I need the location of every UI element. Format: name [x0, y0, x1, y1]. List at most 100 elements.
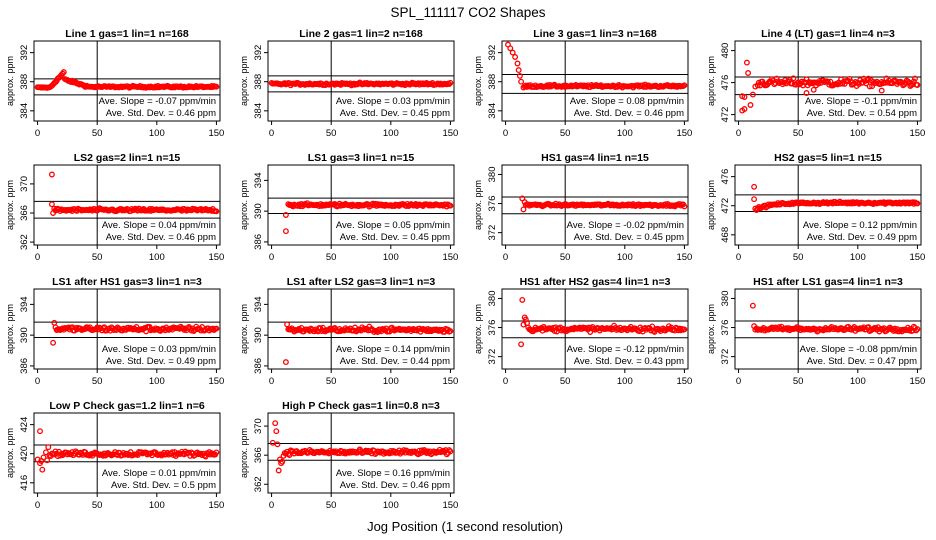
x-tick-label: 50 [793, 128, 804, 139]
x-tick-label: 0 [35, 252, 40, 263]
x-tick-label: 100 [850, 128, 866, 139]
data-point [275, 442, 280, 447]
panel-title: LS1 gas=3 lin=1 n=15 [308, 152, 415, 164]
y-axis-label: approx. ppm [5, 180, 15, 230]
y-tick-label: 386 [19, 358, 30, 374]
y-tick-label: 376 [487, 320, 498, 336]
y-tick-label: 366 [19, 205, 30, 221]
x-tick-label: 50 [92, 252, 103, 263]
slope-annotation: Ave. Slope = 0.08 ppm/min [570, 96, 684, 107]
x-tick-label: 0 [736, 252, 741, 263]
x-tick-label: 50 [326, 128, 337, 139]
x-tick-label: 0 [503, 376, 508, 387]
panel-title: HS1 after HS2 gas=4 lin=1 n=3 [520, 276, 671, 288]
y-tick-label: 392 [253, 45, 264, 61]
x-tick-label: 0 [269, 128, 274, 139]
figure-canvas: SPL_111117 CO2 Shapes Line 1 gas=1 lin=1… [0, 0, 936, 540]
slope-annotation: Ave. Slope = 0.05 ppm/min [336, 220, 450, 231]
panel-title: LS2 gas=2 lin=1 n=15 [74, 152, 181, 164]
x-tick-label: 150 [442, 252, 458, 263]
x-tick-label: 50 [560, 376, 571, 387]
y-tick-label: 372 [720, 349, 731, 365]
x-tick-label: 50 [92, 128, 103, 139]
data-point [51, 341, 56, 346]
panel: LS1 gas=3 lin=1 n=15approx. ppm0 50 100 150… [239, 152, 458, 263]
x-tick-label: 50 [560, 128, 571, 139]
slope-annotation: Ave. Slope = 0.16 ppm/min [336, 468, 450, 479]
panel: HS2 gas=5 lin=1 n=15approx. ppm0 50 100 150… [706, 152, 925, 263]
x-tick-label: 50 [793, 252, 804, 263]
panel: HS1 gas=4 lin=1 n=15 approx. ppm 0 50 100 150… [473, 152, 692, 263]
x-tick-label: 100 [149, 252, 165, 263]
y-tick-label: 362 [19, 234, 30, 250]
y-tick-label: 392 [487, 45, 498, 61]
x-tick-label: 100 [383, 376, 399, 387]
y-tick-label: 384 [487, 103, 498, 119]
slope-annotation: Ave. Slope = -0.07 ppm/min [99, 96, 216, 107]
panel: Line 3 gas=1 lin=3 n=168approx. ppm0 50 10… [473, 28, 692, 139]
x-tick-label: 50 [326, 500, 337, 511]
x-tick-label: 0 [503, 128, 508, 139]
slope-annotation: Ave. Slope = -0.1 ppm/min [805, 96, 917, 107]
panel-title: Line 1 gas=1 lin=1 n=168 [65, 28, 189, 40]
x-tick-label: 100 [850, 376, 866, 387]
data-point [285, 322, 290, 327]
x-tick-label: 150 [676, 376, 692, 387]
y-tick-label: 472 [720, 107, 731, 123]
x-tick-label: 150 [208, 500, 224, 511]
y-tick-label: 416 [19, 475, 30, 491]
y-tick-label: 468 [720, 227, 731, 243]
x-tick-label: 150 [909, 376, 925, 387]
y-tick-label: 390 [19, 327, 30, 343]
x-tick-label: 150 [909, 128, 925, 139]
x-tick-label: 100 [149, 500, 165, 511]
y-tick-label: 372 [487, 225, 498, 241]
data-point [513, 55, 518, 60]
slope-annotation: Ave. Slope = 0.03 ppm/min [102, 344, 216, 355]
y-tick-label: 376 [720, 320, 731, 336]
y-axis-label: approx. ppm [5, 304, 15, 354]
slope-annotation: Ave. Slope = 0.14 ppm/min [336, 344, 450, 355]
y-tick-label: 388 [19, 74, 30, 90]
data-point [515, 61, 520, 66]
data-point [276, 468, 281, 473]
std-annotation: Ave. Std. Dev. = 0.46 ppm [574, 108, 684, 119]
y-axis-label: approx. ppm [5, 56, 15, 106]
panel-title: HS1 after LS1 gas=4 lin=1 n=3 [753, 276, 903, 288]
panel-title: High P Check gas=1 lin=0.8 n=3 [282, 400, 440, 412]
y-tick-label: 476 [720, 75, 731, 91]
x-tick-label: 50 [560, 252, 571, 263]
x-tick-label: 100 [383, 128, 399, 139]
x-tick-label: 100 [383, 252, 399, 263]
y-tick-label: 480 [720, 43, 731, 59]
y-tick-label: 366 [253, 447, 264, 463]
std-annotation: Ave. Std. Dev. = 0.47 ppm [807, 356, 917, 367]
x-tick-label: 50 [92, 376, 103, 387]
y-tick-label: 370 [19, 176, 30, 192]
panel: LS1 after HS1 gas=3 lin=1 n=3approx. ppm… [5, 276, 224, 387]
x-tick-label: 0 [35, 376, 40, 387]
y-tick-label: 390 [253, 327, 264, 343]
y-axis-label: approx. ppm [239, 56, 249, 106]
y-tick-label: 380 [720, 291, 731, 307]
x-tick-label: 150 [442, 128, 458, 139]
std-annotation: Ave. Std. Dev. = 0.45 ppm [340, 232, 450, 243]
data-point [752, 197, 757, 202]
slope-annotation: Ave. Slope = -0.08 ppm/min [800, 344, 917, 355]
panel-grid: Line 1 gas=1 lin=1 n=168 approx. ppm 0 50 10… [5, 28, 925, 511]
slope-annotation: Ave. Slope = -0.02 ppm/min [567, 220, 684, 231]
y-axis-label: approx. ppm [706, 56, 716, 106]
data-point [50, 172, 55, 177]
y-axis-label: approx. ppm [473, 56, 483, 106]
data-point [271, 441, 276, 446]
std-annotation: Ave. Std. Dev. = 0.44 ppm [340, 356, 450, 367]
y-axis-label: approx. ppm [239, 180, 249, 230]
y-tick-label: 388 [253, 74, 264, 90]
y-tick-label: 384 [253, 103, 264, 119]
slope-annotation: Ave. Slope = 0.12 ppm/min [803, 220, 917, 231]
std-annotation: Ave. Std. Dev. = 0.46 ppm [340, 480, 450, 491]
panel: HS1 after LS1 gas=4 lin=1 n=3 approx. ppm… [706, 276, 925, 387]
y-tick-label: 386 [253, 358, 264, 374]
x-tick-label: 100 [617, 376, 633, 387]
std-annotation: Ave. Std. Dev. = 0.46 ppm [106, 232, 216, 243]
